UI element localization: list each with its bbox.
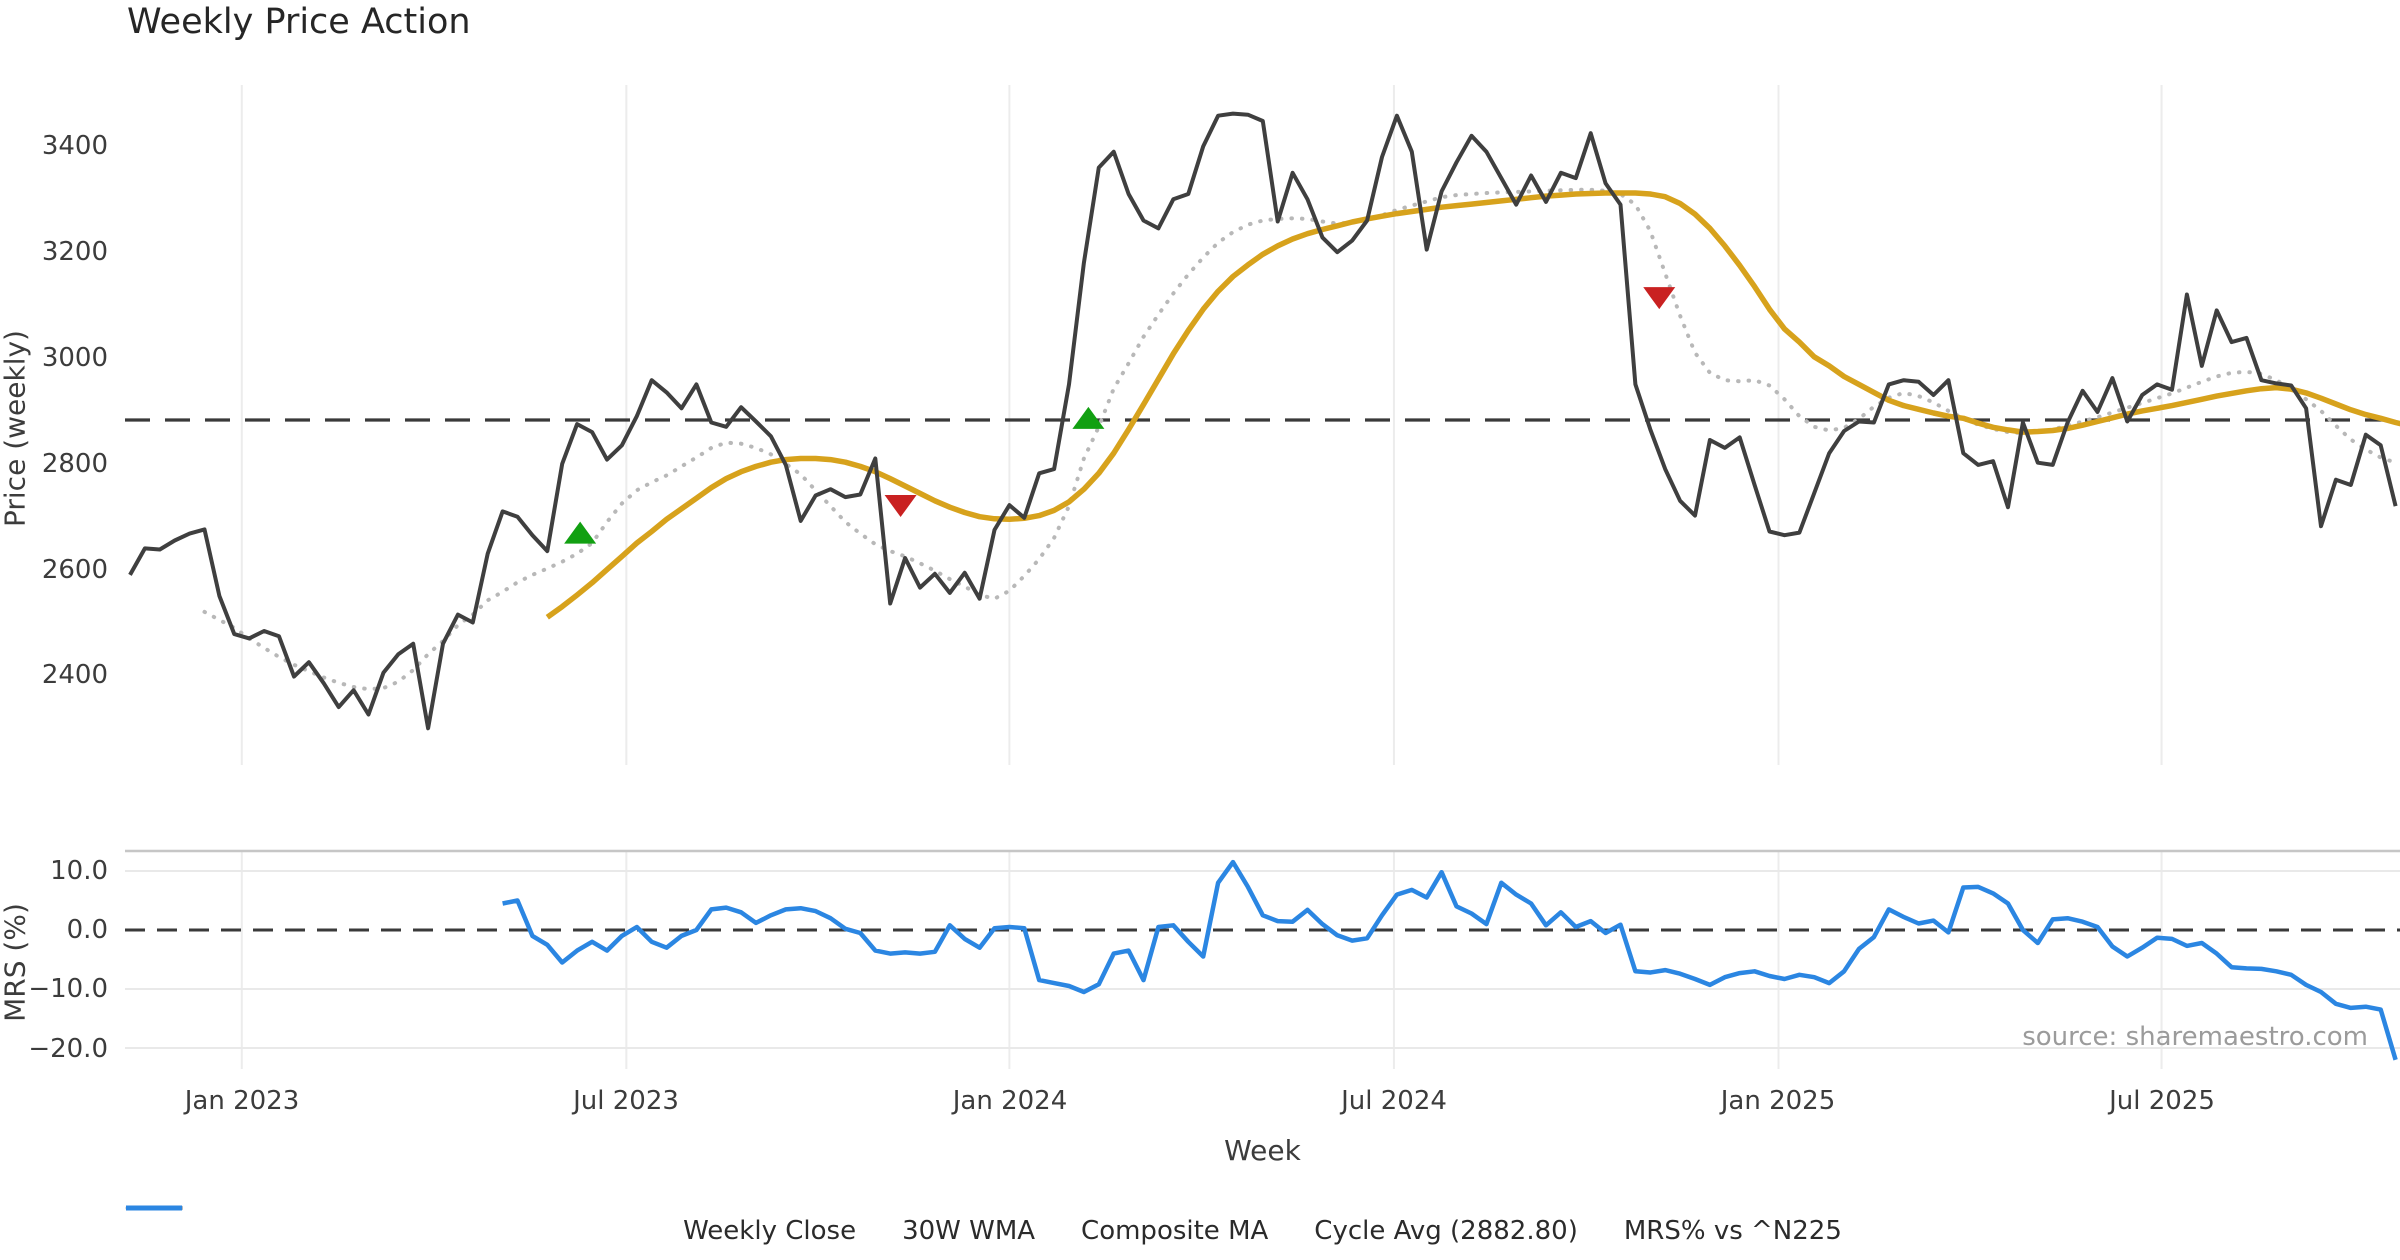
- price-ytick: 2600: [41, 555, 108, 585]
- legend-item-composite-ma: Composite MA: [125, 1205, 1269, 1246]
- xtick: Jul 2023: [573, 1086, 679, 1116]
- mrs-ytick: −10.0: [28, 974, 108, 1004]
- mrs-ytick: 0.0: [66, 915, 108, 945]
- reference-lines: [125, 418, 2400, 932]
- mrs-ytick: 10.0: [50, 856, 108, 886]
- solid-line-icon: [126, 1205, 182, 1211]
- legend-label: Cycle Avg (2882.80): [1314, 1216, 1578, 1246]
- price-ytick: 3200: [41, 237, 108, 267]
- legend-item-cycle-avg: Cycle Avg (2882.80): [126, 1205, 1578, 1246]
- signal-markers: [564, 287, 1676, 544]
- buy-marker-icon: [1072, 406, 1105, 429]
- legend-label: 30W WMA: [902, 1216, 1036, 1246]
- legend-label: Composite MA: [1081, 1216, 1269, 1246]
- legend-item-weekly-close: Weekly Close: [126, 1205, 857, 1246]
- series-30w-wma: [545, 190, 2400, 620]
- series-weekly-close: [128, 111, 2398, 731]
- mrs-ytick: −20.0: [28, 1034, 108, 1064]
- price-ytick: 2400: [41, 660, 108, 690]
- xtick: Jan 2025: [1720, 1086, 1836, 1116]
- price-panel-series: [128, 111, 2400, 731]
- gridlines: [125, 85, 2400, 1069]
- x-axis-label: Week: [1224, 1134, 1301, 1167]
- mrs-panel-series: [502, 859, 2398, 1061]
- legend-item-mrs: MRS% vs ^N225: [126, 1205, 1842, 1246]
- legend-item-30w-wma: 30W WMA: [126, 1205, 1036, 1246]
- xtick: Jul 2024: [1341, 1086, 1447, 1116]
- legend: Weekly Close 30W WMA Composite MA Cycle …: [125, 1203, 2400, 1259]
- series-composite-ma: [202, 187, 2398, 692]
- price-axis-label: Price (weekly): [0, 330, 32, 527]
- page-title: Weekly Price Action: [127, 2, 471, 42]
- source-note: source: sharemaestro.com: [2022, 1022, 2368, 1052]
- xtick: Jan 2023: [184, 1086, 300, 1116]
- price-ytick: 3000: [41, 343, 108, 373]
- price-ytick: 2800: [41, 449, 108, 479]
- xtick: Jul 2025: [2109, 1086, 2215, 1116]
- xtick: Jan 2024: [952, 1086, 1068, 1116]
- sell-marker-icon: [1643, 287, 1676, 310]
- sell-marker-icon: [884, 495, 917, 518]
- price-ytick: 3400: [41, 131, 108, 161]
- legend-label: Weekly Close: [683, 1216, 857, 1246]
- buy-marker-icon: [564, 521, 597, 544]
- series-mrs: [502, 859, 2398, 1061]
- legend-label: MRS% vs ^N225: [1623, 1216, 1842, 1246]
